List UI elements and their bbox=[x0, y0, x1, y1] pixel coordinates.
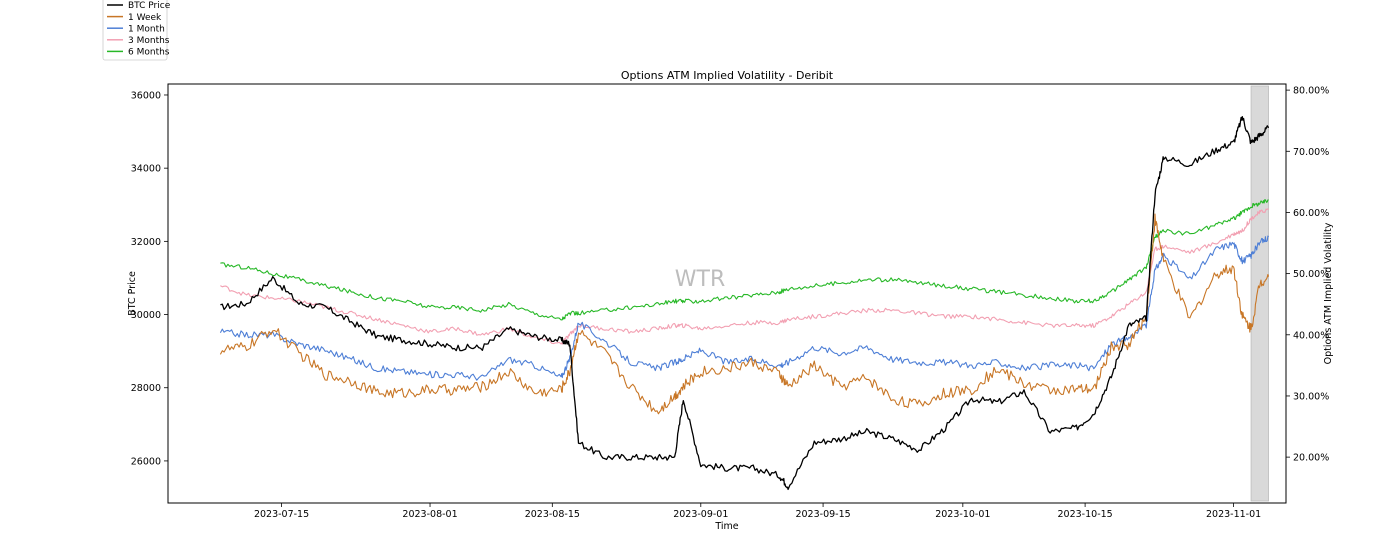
series-line-3-months bbox=[220, 208, 1269, 345]
y-tick-label: 30000 bbox=[131, 310, 161, 321]
watermark-text: WTR bbox=[675, 267, 725, 292]
x-tick-label: 2023-08-01 bbox=[402, 509, 457, 520]
y-tick-label: 36000 bbox=[131, 90, 161, 101]
plot-border bbox=[167, 83, 1287, 504]
y-tick-label: 34000 bbox=[131, 164, 161, 175]
x-axis: 2023-07-15 2023-08-01 2023-08-15 2023-09-01… bbox=[254, 503, 1261, 520]
x-tick-label: 2023-10-15 bbox=[1058, 509, 1113, 520]
legend-label: BTC Price bbox=[128, 1, 171, 11]
legend-label: 1 Month bbox=[128, 24, 165, 34]
y2-tick-label: 20.00% bbox=[1293, 453, 1329, 464]
series-line-1-month bbox=[219, 235, 1269, 381]
y2-tick-label: 40.00% bbox=[1293, 330, 1329, 341]
y2-axis-label: Options ATM Implied Volatility bbox=[1323, 222, 1334, 364]
y-tick-label: 32000 bbox=[131, 237, 161, 248]
y2-tick-label: 60.00% bbox=[1293, 208, 1329, 219]
y-axis-left: 26000 28000 30000 32000 34000 36000 bbox=[131, 90, 168, 467]
plot-background bbox=[168, 84, 1286, 503]
plot-area bbox=[168, 84, 1286, 503]
x-tick-label: 2023-10-01 bbox=[935, 509, 990, 520]
y2-tick-label: 70.00% bbox=[1293, 147, 1329, 158]
x-tick-label: 2023-07-15 bbox=[254, 509, 309, 520]
y-tick-label: 26000 bbox=[131, 456, 161, 467]
x-axis-label: Time bbox=[714, 521, 738, 532]
y2-tick-label: 80.00% bbox=[1293, 86, 1329, 97]
series-layer bbox=[219, 116, 1270, 491]
series-line-btc-price bbox=[220, 116, 1270, 491]
legend-box bbox=[102, 0, 168, 61]
x-tick-label: 2023-09-15 bbox=[795, 509, 850, 520]
legend-label: 1 Week bbox=[128, 13, 162, 23]
x-tick-label: 2023-11-01 bbox=[1206, 509, 1261, 520]
y-tick-label: 28000 bbox=[131, 383, 161, 394]
x-tick-label: 2023-08-15 bbox=[525, 509, 580, 520]
series-line-1-week bbox=[219, 213, 1270, 415]
y-axis-right: 20.00% 30.00% 40.00% 50.00% 60.00% 70.00% 80.0… bbox=[1286, 86, 1329, 464]
legend-label: 3 Months bbox=[128, 36, 170, 46]
y-axis-label: BTC Price bbox=[127, 271, 138, 316]
x-tick-label: 2023-09-01 bbox=[673, 509, 728, 520]
legend-label: 6 Months bbox=[128, 48, 170, 58]
shaded-region bbox=[1250, 85, 1269, 502]
y2-tick-label: 30.00% bbox=[1293, 391, 1329, 402]
y2-tick-label: 50.00% bbox=[1293, 269, 1329, 280]
plot-frame bbox=[167, 83, 1287, 504]
chart-title: Options ATM Implied Volatility - Deribit bbox=[621, 69, 834, 82]
